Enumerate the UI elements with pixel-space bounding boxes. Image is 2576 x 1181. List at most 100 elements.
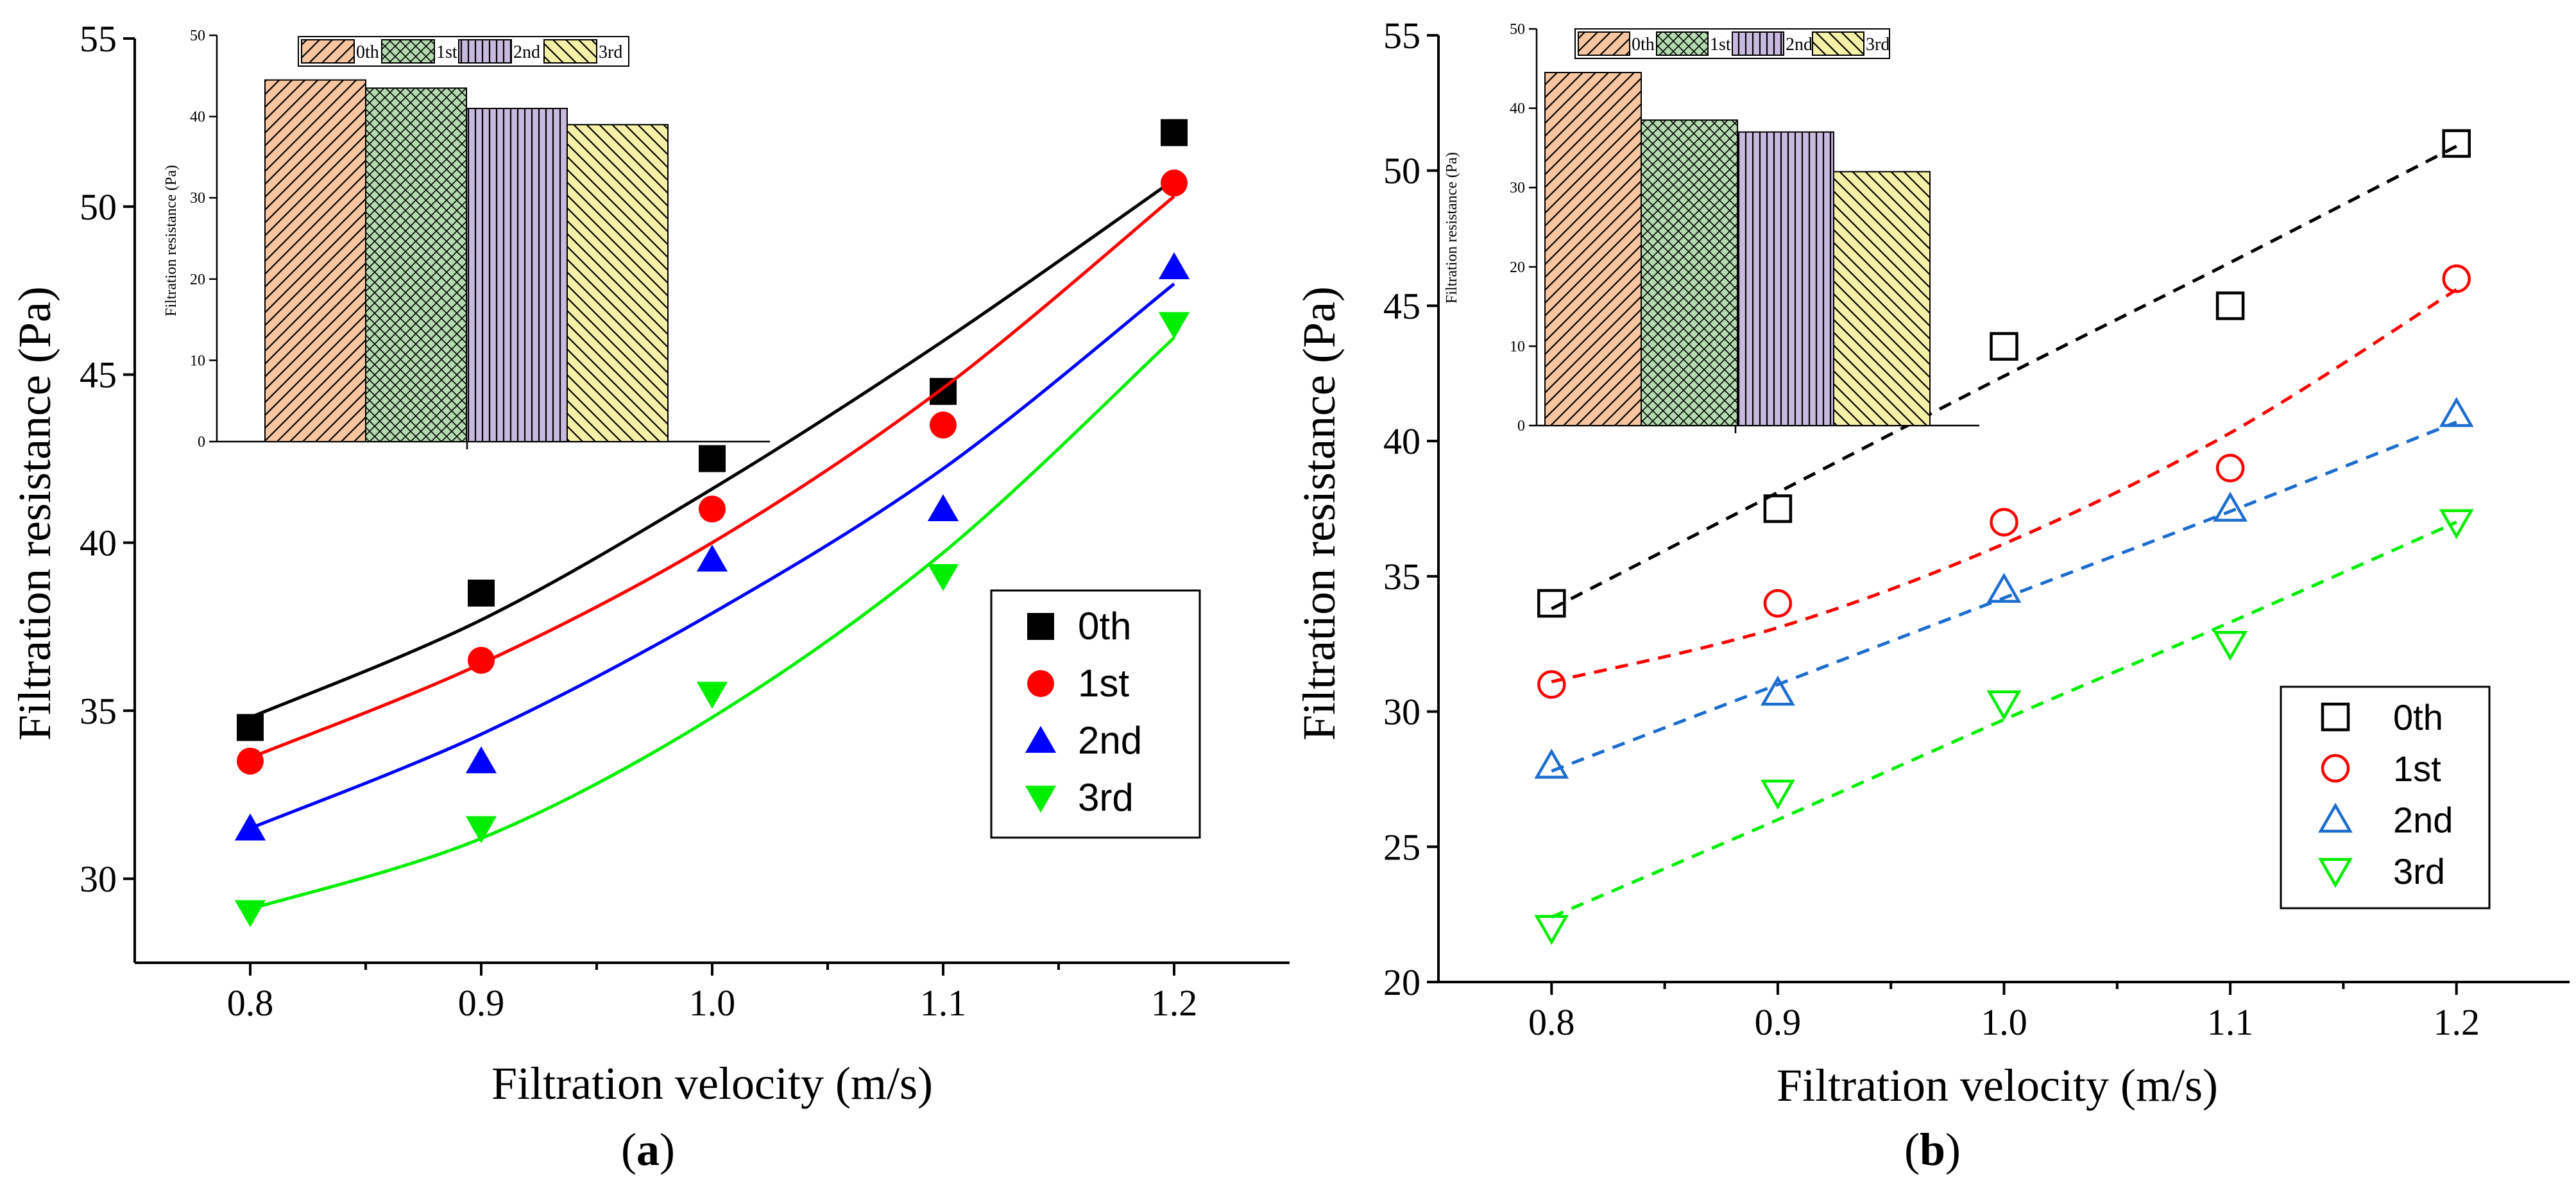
b-y-tick-label: 55	[1383, 15, 1420, 56]
a-inset-y-tick-label: 30	[190, 190, 205, 207]
b-inset-y-tick-label: 30	[1510, 180, 1525, 196]
a-point-2nd	[465, 746, 497, 773]
b-point-2nd	[1534, 748, 1569, 779]
a-y-tick-label: 45	[80, 354, 117, 396]
b-point-0th	[1537, 589, 1566, 618]
panel-a-inset-legend-label-3rd: 3rd	[599, 42, 622, 62]
panel-b-series	[1534, 129, 2474, 945]
b-point-0th	[1990, 332, 2018, 361]
b-inset-bar-1st	[1641, 119, 1738, 426]
panel-b-inset-legend-swatch-3rd	[1812, 31, 1864, 56]
a-point-2nd	[696, 544, 728, 572]
b-y-tick-label: 40	[1383, 420, 1420, 462]
b-point-2nd	[2439, 397, 2474, 427]
a-x-tick-label: 0.8	[227, 982, 274, 1024]
a-inset-bar-2nd	[466, 107, 568, 442]
panel-b-caption: (b)	[1904, 1124, 1961, 1175]
panel-a-series	[234, 119, 1190, 927]
panel-b-inset-y-ticks: 0 10 20 30 40 50	[1510, 21, 1537, 435]
a-inset-y-tick-label: 20	[190, 272, 205, 288]
panel-b-inset-legend-swatch-0th	[1578, 31, 1630, 56]
b-inset-y-tick-label: 20	[1510, 259, 1525, 276]
b-fit-line-1st	[1551, 288, 2458, 684]
panel-a-inset-bars	[264, 79, 669, 443]
a-point-3rd	[465, 816, 497, 843]
a-inset-bar-3rd	[567, 124, 669, 442]
panel-a-x-ticks: 0.8 0.9 1.0 1.1 1.2	[227, 963, 1198, 1024]
b-point-3rd	[1761, 779, 1795, 810]
a-x-tick-label: 1.2	[1151, 982, 1198, 1024]
b-point-3rd	[2439, 509, 2474, 540]
panel-b-inset-legend-label-2nd: 2nd	[1786, 35, 1813, 55]
a-inset-y-tick-label: 0	[198, 434, 205, 451]
a-point-0th	[237, 714, 264, 741]
b-x-tick-label: 1.0	[1981, 1001, 2027, 1043]
b-y-tick-label: 30	[1383, 691, 1420, 733]
panel-b-x-ticks: 0.8 0.9 1.0 1.1 1.2	[1528, 982, 2480, 1043]
a-legend-marker-1st	[1027, 670, 1054, 697]
b-fit-line-2nd	[1551, 420, 2457, 773]
a-point-1st	[237, 747, 264, 775]
a-y-tick-label: 50	[80, 186, 117, 228]
b-point-3rd	[1986, 690, 2022, 721]
a-x-tick-label: 1.1	[920, 982, 967, 1024]
panel-b-caption-close: )	[1945, 1124, 1961, 1175]
b-x-tick-label: 1.2	[2433, 1001, 2480, 1043]
panel-a-caption-letter: a	[636, 1124, 660, 1175]
a-fit-line-2nd	[250, 282, 1175, 830]
a-fit-line-1st	[250, 195, 1175, 759]
b-fit-line-0th	[1551, 144, 2457, 610]
b-y-tick-label: 25	[1383, 826, 1420, 868]
panel-b-inset-legend-label-1st: 1st	[1710, 35, 1731, 55]
panel-b-inset: 0 10 20 30 40 50 Filtration resistance (Pa) 0…	[1444, 21, 1979, 435]
a-point-2nd	[927, 494, 959, 521]
a-point-3rd	[696, 682, 728, 709]
panel-a-inset-legend-swatch-2nd	[458, 39, 512, 64]
b-point-1st	[1763, 589, 1793, 618]
panel-b-legend-items	[2318, 702, 2353, 888]
a-point-1st	[699, 496, 726, 523]
a-point-1st	[1161, 169, 1188, 197]
b-x-tick-label: 0.8	[1528, 1001, 1575, 1043]
panel-a-legend-box	[990, 589, 1201, 839]
a-legend-marker-2nd	[1025, 725, 1057, 753]
b-inset-bar-0th	[1544, 71, 1642, 427]
b-inset-y-tick-label: 40	[1510, 101, 1525, 117]
b-inset-bar-3rd	[1833, 171, 1931, 426]
panel-a-inset-legend-swatch-1st	[381, 39, 435, 64]
b-x-tick-label: 0.9	[1755, 1001, 1802, 1043]
b-legend-marker-2nd	[2318, 802, 2353, 833]
a-legend-marker-0th	[1027, 613, 1054, 640]
a-x-tick-label: 0.9	[458, 982, 505, 1024]
panel-b-legend-label-1st: 1st	[2393, 748, 2441, 789]
panel-a-inset-legend-label-0th: 0th	[356, 42, 379, 62]
a-point-2nd	[234, 813, 266, 841]
a-point-1st	[930, 411, 957, 439]
panel-a-x-axis-title: Filtration velocity (m/s)	[491, 1058, 933, 1109]
a-point-3rd	[927, 564, 959, 591]
a-inset-y-tick-label: 40	[190, 109, 205, 126]
b-y-tick-label: 20	[1383, 961, 1420, 1003]
b-legend-marker-1st	[2321, 754, 2350, 783]
panel-b-legend-label-0th: 0th	[2393, 697, 2443, 737]
a-inset-y-tick-label: 10	[190, 352, 205, 369]
b-point-2nd	[1986, 573, 2022, 603]
panel-b-caption-letter: b	[1920, 1124, 1945, 1175]
panel-b-inset-bars	[1544, 71, 1931, 427]
panel-b-legend-label-3rd: 3rd	[2393, 851, 2445, 892]
a-point-0th	[1161, 119, 1188, 146]
panel-b-inset-legend-label-3rd: 3rd	[1866, 35, 1889, 55]
b-y-tick-label: 50	[1383, 150, 1420, 192]
a-inset-bar-1st	[365, 87, 467, 443]
b-point-3rd	[2213, 630, 2248, 661]
b-y-tick-label: 45	[1383, 285, 1420, 327]
b-point-1st	[2215, 454, 2245, 483]
panel-a-y-ticks: 30 35 40 45 50 55	[80, 18, 135, 900]
a-point-0th	[468, 580, 495, 607]
panel-a: 30 35 40 45 50 55 0.8 0.9 1.0 1.1 1.2 Filtration …	[9, 18, 1290, 1175]
panel-b-x-axis-title: Filtration velocity (m/s)	[1777, 1060, 2218, 1111]
a-y-tick-label: 30	[80, 858, 117, 900]
panel-a-legend-label-0th: 0th	[1078, 605, 1131, 648]
b-legend-marker-0th	[2321, 702, 2350, 732]
b-y-tick-label: 35	[1383, 556, 1420, 598]
